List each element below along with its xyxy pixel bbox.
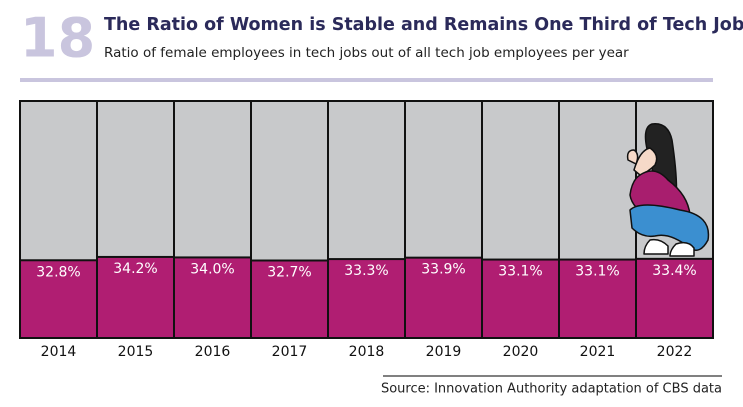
bar: [558, 258, 637, 340]
x-tick-label: 2019: [426, 344, 462, 360]
bar: [327, 258, 406, 340]
chart-subtitle: Ratio of female employees in tech jobs o…: [104, 45, 629, 61]
value-label: 34.2%: [113, 261, 157, 277]
value-label: 32.8%: [36, 264, 80, 280]
value-label: 33.1%: [575, 264, 619, 280]
value-label: 33.9%: [421, 262, 465, 278]
x-tick-label: 2021: [580, 344, 616, 360]
x-tick-label: 2018: [349, 344, 385, 360]
x-tick-label: 2016: [195, 344, 231, 360]
figure-number: 18: [20, 7, 95, 70]
bars: 32.8% 2014 34.2% 2015 34.0% 2016 32.7% 2017 33.3…: [19, 100, 714, 360]
value-label: 33.3%: [344, 263, 388, 279]
x-tick-label: 2020: [503, 344, 539, 360]
value-label: 32.7%: [267, 265, 311, 281]
x-tick-label: 2014: [41, 344, 77, 360]
x-tick-label: 2017: [272, 344, 308, 360]
value-label: 34.0%: [190, 261, 234, 277]
value-label: 33.4%: [652, 263, 696, 279]
value-label: 33.1%: [498, 264, 542, 280]
source: Source: Innovation Authority adaptation …: [381, 382, 722, 397]
bar: [635, 257, 714, 340]
x-tick-label: 2022: [657, 344, 693, 360]
bar: [481, 258, 560, 340]
x-tick-label: 2015: [118, 344, 154, 360]
header-rule: [20, 78, 713, 82]
chart-title: The Ratio of Women is Stable and Remains…: [104, 15, 743, 35]
woman-illustration: [626, 123, 710, 257]
bar: [19, 259, 98, 340]
